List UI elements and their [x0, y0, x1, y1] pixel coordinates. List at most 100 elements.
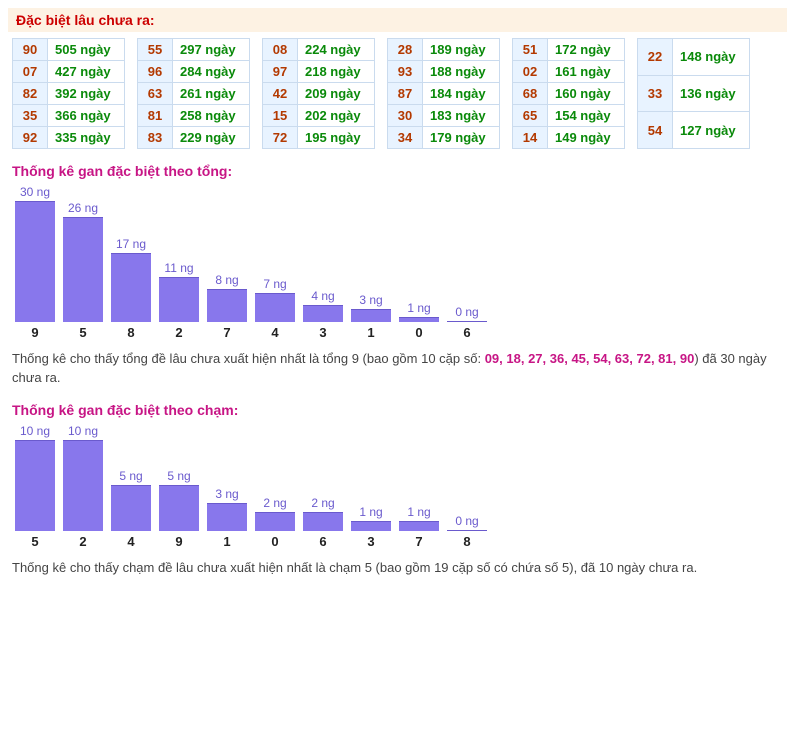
bar-category-label: 4: [108, 534, 154, 549]
number-cell: 72: [263, 127, 298, 149]
number-cell: 07: [13, 61, 48, 83]
bar-value-label: 10 ng: [12, 424, 58, 438]
days-cell: 202 ngày: [298, 105, 375, 127]
number-cell: 55: [138, 39, 173, 61]
bar-value-label: 1 ng: [348, 505, 394, 519]
bar-wrap: 1 ng7: [396, 505, 442, 549]
table-row: 33136 ngày: [638, 75, 750, 112]
bar-category-label: 9: [12, 325, 58, 340]
days-cell: 505 ngày: [48, 39, 125, 61]
bar: [111, 485, 151, 531]
table-row: 82392 ngày: [13, 83, 125, 105]
table-row: 65154 ngày: [513, 105, 625, 127]
bar-value-label: 3 ng: [204, 487, 250, 501]
bar-category-label: 1: [204, 534, 250, 549]
number-cell: 92: [13, 127, 48, 149]
number-cell: 68: [513, 83, 548, 105]
days-cell: 154 ngày: [548, 105, 625, 127]
bar-category-label: 7: [204, 325, 250, 340]
number-cell: 15: [263, 105, 298, 127]
number-cell: 96: [138, 61, 173, 83]
bar: [255, 293, 295, 322]
days-cell: 161 ngày: [548, 61, 625, 83]
bar-category-label: 1: [348, 325, 394, 340]
bar: [159, 485, 199, 531]
bar: [399, 521, 439, 531]
bar-wrap: 1 ng 0: [396, 301, 442, 340]
table-row: 51172 ngày: [513, 39, 625, 61]
bar-value-label: 10 ng: [60, 424, 106, 438]
bar-value-label: 30 ng: [12, 185, 58, 199]
number-cell: 22: [638, 39, 673, 76]
bar-wrap: 0 ng8: [444, 514, 490, 549]
days-cell: 392 ngày: [48, 83, 125, 105]
days-cell: 224 ngày: [298, 39, 375, 61]
number-cell: 34: [388, 127, 423, 149]
table-row: 07427 ngày: [13, 61, 125, 83]
bar-category-label: 0: [396, 325, 442, 340]
bar-category-label: 7: [396, 534, 442, 549]
days-cell: 188 ngày: [423, 61, 500, 83]
days-cell: 160 ngày: [548, 83, 625, 105]
number-cell: 08: [263, 39, 298, 61]
bar-wrap: 17 ng 8: [108, 237, 154, 340]
number-cell: 81: [138, 105, 173, 127]
number-cell: 83: [138, 127, 173, 149]
table-row: 83229 ngày: [138, 127, 250, 149]
bar-category-label: 3: [300, 325, 346, 340]
bar-wrap: 3 ng 1: [204, 487, 250, 549]
chart1-desc-highlight: 09, 18, 27, 36, 45, 54, 63, 72, 81, 90: [485, 351, 695, 366]
bar: [207, 289, 247, 322]
table-row: 28189 ngày: [388, 39, 500, 61]
bar-category-label: 8: [108, 325, 154, 340]
table-row: 87184 ngày: [388, 83, 500, 105]
bar-wrap: 30 ng 9: [12, 185, 58, 340]
table-row: 30183 ngày: [388, 105, 500, 127]
bar-value-label: 3 ng: [348, 293, 394, 307]
table-row: 15202 ngày: [263, 105, 375, 127]
table-row: 22148 ngày: [638, 39, 750, 76]
days-cell: 172 ngày: [548, 39, 625, 61]
chart1-title: Thống kê gan đặc biệt theo tổng:: [12, 163, 787, 179]
number-cell: 42: [263, 83, 298, 105]
table-row: 72195 ngày: [263, 127, 375, 149]
chart1-desc: Thống kê cho thấy tổng đề lâu chưa xuất …: [12, 350, 782, 388]
bar-category-label: 8: [444, 534, 490, 549]
bar-category-label: 5: [60, 325, 106, 340]
bar-value-label: 0 ng: [444, 305, 490, 319]
bar-baseline: [447, 321, 487, 322]
bar-category-label: 2: [60, 534, 106, 549]
number-cell: 30: [388, 105, 423, 127]
days-cell: 297 ngày: [173, 39, 250, 61]
chart1-desc-pre: Thống kê cho thấy tổng đề lâu chưa xuất …: [12, 351, 485, 366]
number-cell: 90: [13, 39, 48, 61]
number-table: 55297 ngày96284 ngày63261 ngày81258 ngày…: [137, 38, 250, 149]
bar-category-label: 5: [12, 534, 58, 549]
bar-value-label: 17 ng: [108, 237, 154, 251]
number-cell: 14: [513, 127, 548, 149]
bar: [351, 521, 391, 531]
bar: [15, 440, 55, 531]
days-cell: 366 ngày: [48, 105, 125, 127]
bar: [207, 503, 247, 531]
bar: [15, 201, 55, 322]
days-cell: 284 ngày: [173, 61, 250, 83]
days-cell: 148 ngày: [673, 39, 750, 76]
table-row: 02161 ngày: [513, 61, 625, 83]
bar: [255, 512, 295, 531]
bar-wrap: 4 ng3: [300, 289, 346, 340]
bar-value-label: 5 ng: [108, 469, 154, 483]
days-cell: 209 ngày: [298, 83, 375, 105]
table-row: 55297 ngày: [138, 39, 250, 61]
bar-wrap: 5 ng9: [156, 469, 202, 549]
number-table: 90505 ngày07427 ngày82392 ngày35366 ngày…: [12, 38, 125, 149]
bar-wrap: 10 ng 5: [12, 424, 58, 549]
bar-value-label: 26 ng: [60, 201, 106, 215]
table-row: 54127 ngày: [638, 112, 750, 149]
table-row: 34179 ngày: [388, 127, 500, 149]
days-cell: 261 ngày: [173, 83, 250, 105]
table-row: 63261 ngày: [138, 83, 250, 105]
chart2-desc: Thống kê cho thấy chạm đề lâu chưa xuất …: [12, 559, 782, 578]
bar-value-label: 1 ng: [396, 301, 442, 315]
bar-category-label: 9: [156, 534, 202, 549]
